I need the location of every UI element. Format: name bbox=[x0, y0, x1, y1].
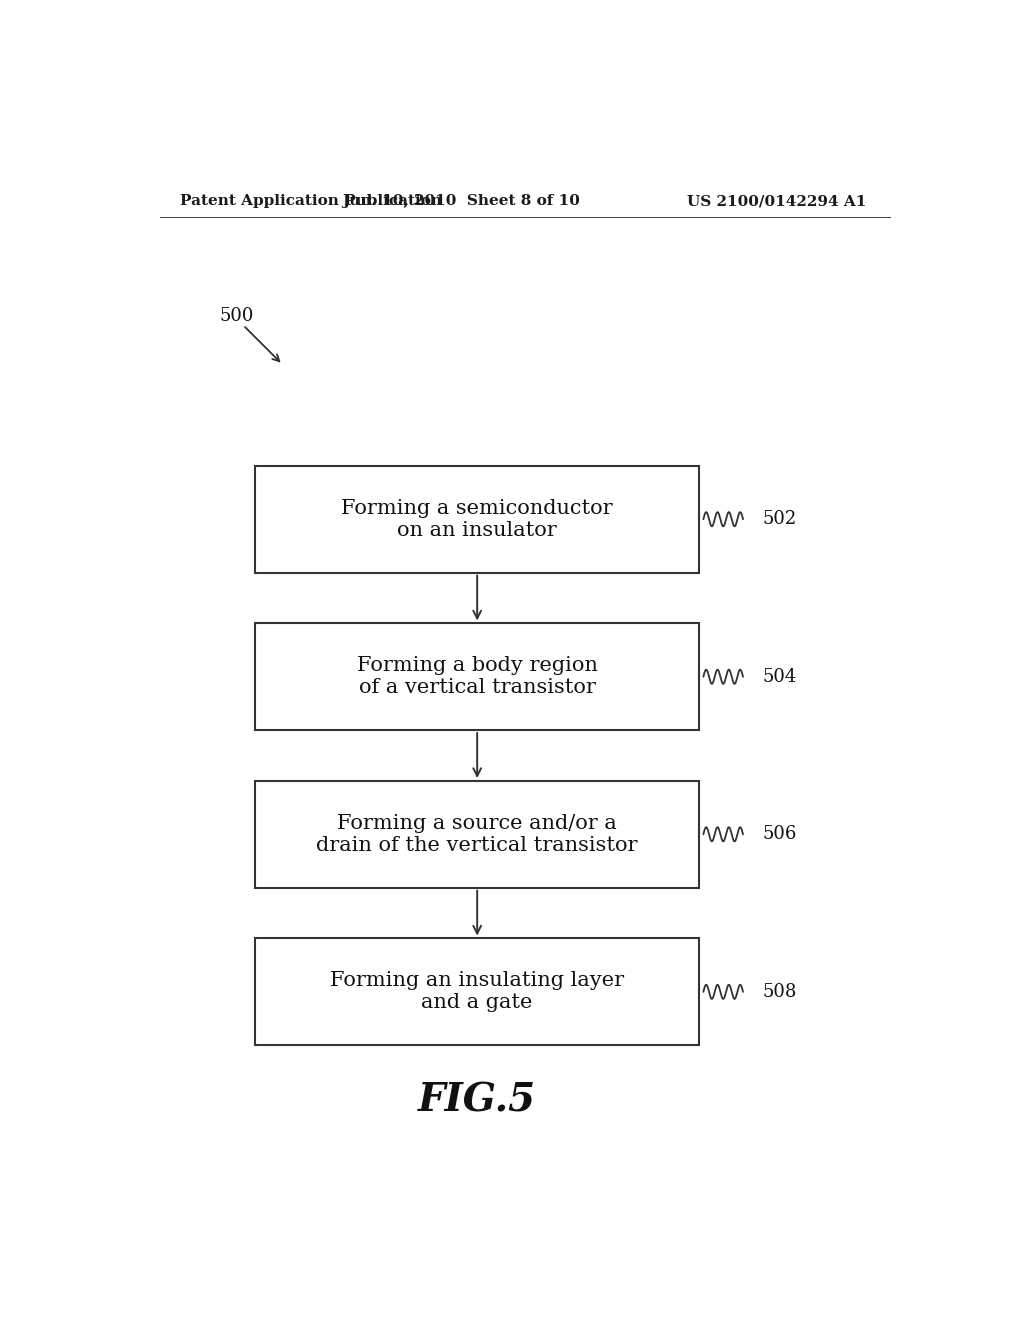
Text: Forming a body region
of a vertical transistor: Forming a body region of a vertical tran… bbox=[356, 656, 598, 697]
Text: 506: 506 bbox=[763, 825, 798, 843]
Text: FIG.5: FIG.5 bbox=[418, 1081, 537, 1119]
Bar bbox=[255, 939, 699, 1045]
Bar bbox=[255, 623, 699, 730]
Text: Patent Application Publication: Patent Application Publication bbox=[179, 194, 441, 209]
Text: Forming an insulating layer
and a gate: Forming an insulating layer and a gate bbox=[330, 972, 625, 1012]
Text: 500: 500 bbox=[219, 308, 254, 325]
Text: 502: 502 bbox=[763, 511, 797, 528]
Bar bbox=[255, 466, 699, 573]
Bar bbox=[255, 781, 699, 887]
Text: US 2100/0142294 A1: US 2100/0142294 A1 bbox=[687, 194, 866, 209]
Text: 508: 508 bbox=[763, 983, 798, 1001]
Text: Forming a semiconductor
on an insulator: Forming a semiconductor on an insulator bbox=[341, 499, 613, 540]
Text: Forming a source and/or a
drain of the vertical transistor: Forming a source and/or a drain of the v… bbox=[316, 814, 638, 855]
Text: Jun. 10, 2010  Sheet 8 of 10: Jun. 10, 2010 Sheet 8 of 10 bbox=[342, 194, 581, 209]
Text: 504: 504 bbox=[763, 668, 797, 686]
